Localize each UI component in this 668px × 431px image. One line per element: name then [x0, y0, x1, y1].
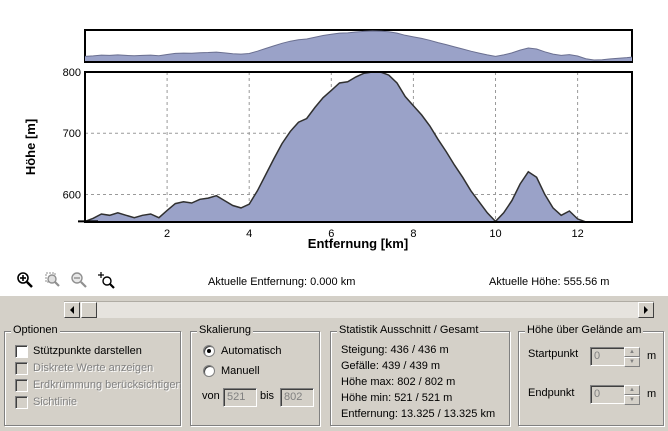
zoom-in-icon [17, 272, 33, 288]
checkbox-box[interactable] [15, 344, 28, 358]
profile-line [84, 71, 632, 223]
start-point-spinner[interactable]: ▲ ▼ [624, 347, 640, 367]
zoom-window-icon [45, 272, 60, 287]
spin-up-icon[interactable]: ▲ [624, 347, 640, 357]
zoom-out-button[interactable] [70, 271, 88, 289]
checkbox-box[interactable] [15, 361, 28, 375]
x-tick-label: 10 [489, 228, 501, 240]
x-axis-label: Entfernung [km] [308, 236, 408, 251]
scroll-thumb[interactable] [81, 302, 97, 318]
scale-to-input[interactable]: 802 [280, 388, 314, 407]
radio-label: Manuell [221, 365, 260, 377]
scale-from-input[interactable]: 521 [223, 388, 257, 407]
scaling-manual-radio[interactable]: Manuell [203, 364, 260, 378]
radio-label: Automatisch [221, 345, 282, 357]
line-of-sight-checkbox[interactable]: Sichtlinie [15, 395, 77, 409]
plot-frame [84, 71, 633, 223]
current-distance-readout: Aktuelle Entfernung: 0.000 km [208, 276, 356, 288]
options-group: Optionen Stützpunkte darstellen Diskrete… [4, 324, 182, 426]
spin-down-icon[interactable]: ▼ [624, 395, 640, 405]
zoom-fit-icon [98, 272, 115, 289]
start-unit-label: m [647, 350, 657, 362]
stat-height-min: Höhe min: 521 / 521 m [341, 392, 453, 404]
y-tick-labels: 600 700 800 [63, 67, 81, 201]
checkbox-label: Diskrete Werte anzeigen [33, 362, 154, 374]
checkbox-label: Stützpunkte darstellen [33, 345, 142, 357]
x-tick-labels: 2 4 6 8 10 12 [164, 228, 584, 240]
options-group-title: Optionen [11, 324, 60, 336]
end-point-input[interactable]: 0 [590, 385, 628, 404]
zoom-in-button[interactable] [16, 271, 34, 289]
checkbox-box[interactable] [15, 395, 28, 409]
stat-descent: Gefälle: 439 / 439 m [341, 360, 441, 372]
radio-indicator[interactable] [203, 365, 215, 377]
scaling-auto-radio[interactable]: Automatisch [203, 344, 282, 358]
earth-curvature-checkbox[interactable]: Erdkrümmung berücksichtigen [15, 378, 182, 392]
stat-distance: Entfernung: 13.325 / 13.325 km [341, 408, 496, 420]
profile-fill [85, 72, 632, 222]
terrain-height-group-title: Höhe über Gelände am [525, 324, 644, 336]
y-tick-label: 600 [63, 189, 81, 201]
start-point-label: Startpunkt [528, 348, 579, 360]
end-unit-label: m [647, 388, 657, 400]
elevation-profile-chart[interactable]: 2 4 6 8 10 12 600 700 800 Entfernung [km] Höhe … [0, 0, 668, 296]
overview-line [84, 30, 633, 61]
statistics-group-title: Statistik Ausschnitt / Gesamt [337, 324, 481, 336]
profile-area [84, 71, 632, 223]
current-height-readout: Aktuelle Höhe: 555.56 m [489, 276, 610, 288]
zoom-fit-button[interactable] [97, 271, 115, 289]
end-point-spinner[interactable]: ▲ ▼ [624, 385, 640, 405]
x-tick-label: 8 [410, 228, 416, 240]
radio-indicator[interactable] [203, 345, 215, 357]
from-label: von [202, 390, 220, 402]
scroll-right-button[interactable] [638, 302, 654, 318]
scroll-left-button[interactable] [64, 302, 80, 318]
show-points-checkbox[interactable]: Stützpunkte darstellen [15, 344, 142, 358]
x-tick-label: 12 [571, 228, 583, 240]
x-tick-label: 4 [246, 228, 252, 240]
to-label: bis [260, 390, 275, 402]
overview-fill [85, 31, 632, 61]
zoom-window-button[interactable] [44, 271, 62, 289]
horizontal-scrollbar[interactable] [64, 301, 654, 318]
scaling-group-title: Skalierung [197, 324, 253, 336]
end-point-label: Endpunkt [528, 387, 575, 399]
x-tick-label: 2 [164, 228, 170, 240]
statistics-group: Statistik Ausschnitt / Gesamt Steigung: … [330, 324, 510, 426]
x-tick-label: 6 [328, 228, 334, 240]
spin-up-icon[interactable]: ▲ [624, 385, 640, 395]
checkbox-label: Erdkrümmung berücksichtigen [33, 379, 182, 391]
zoom-out-icon [71, 272, 87, 288]
discrete-values-checkbox[interactable]: Diskrete Werte anzeigen [15, 361, 153, 375]
stat-ascent: Steigung: 436 / 436 m [341, 344, 449, 356]
start-point-input[interactable]: 0 [590, 347, 628, 366]
checkbox-box[interactable] [15, 378, 28, 392]
y-tick-label: 800 [63, 67, 81, 79]
checkbox-label: Sichtlinie [33, 396, 78, 408]
spin-down-icon[interactable]: ▼ [624, 357, 640, 367]
y-axis-label: Höhe [m] [23, 119, 38, 175]
arrow-right-icon [644, 306, 648, 314]
elevation-profile-panel: 2 4 6 8 10 12 600 700 800 Entfernung [km] Höhe … [0, 0, 668, 296]
stat-height-max: Höhe max: 802 / 802 m [341, 376, 456, 388]
arrow-left-icon [70, 306, 74, 314]
scaling-group: Skalierung Automatisch Manuell von 521 b… [190, 324, 320, 426]
terrain-height-group: Höhe über Gelände am Startpunkt 0 ▲ ▼ m … [518, 324, 664, 426]
overview-strip [84, 30, 633, 61]
y-tick-label: 700 [63, 128, 81, 140]
